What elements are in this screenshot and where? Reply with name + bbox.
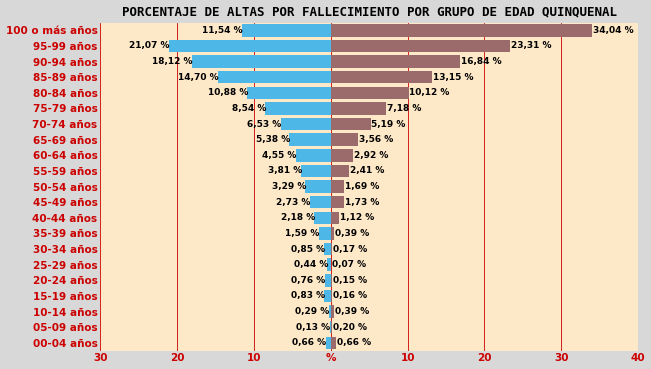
Text: 5,38 %: 5,38 %: [256, 135, 290, 144]
Bar: [281, 118, 331, 130]
Bar: [325, 274, 331, 287]
Bar: [331, 24, 592, 37]
Bar: [331, 134, 358, 146]
Text: 0,85 %: 0,85 %: [291, 245, 325, 254]
Text: 2,92 %: 2,92 %: [354, 151, 389, 160]
Bar: [247, 87, 331, 99]
Text: 0,17 %: 0,17 %: [333, 245, 367, 254]
Bar: [331, 306, 334, 318]
Bar: [318, 227, 331, 240]
Bar: [331, 211, 339, 224]
Text: 0,16 %: 0,16 %: [333, 292, 367, 300]
Bar: [331, 102, 386, 115]
Text: 2,73 %: 2,73 %: [276, 198, 311, 207]
Bar: [310, 196, 331, 208]
Text: 0,13 %: 0,13 %: [296, 323, 331, 332]
Bar: [324, 290, 331, 302]
Bar: [218, 71, 331, 83]
Bar: [329, 306, 331, 318]
Bar: [314, 211, 331, 224]
Bar: [331, 243, 332, 255]
Text: 18,12 %: 18,12 %: [152, 57, 192, 66]
Text: 13,15 %: 13,15 %: [432, 73, 473, 82]
Text: 0,20 %: 0,20 %: [333, 323, 367, 332]
Text: 0,44 %: 0,44 %: [294, 260, 328, 269]
Text: 6,53 %: 6,53 %: [247, 120, 281, 128]
Bar: [242, 24, 331, 37]
Bar: [290, 134, 331, 146]
Bar: [331, 274, 332, 287]
Text: 21,07 %: 21,07 %: [129, 41, 170, 51]
Text: 2,41 %: 2,41 %: [350, 166, 384, 175]
Text: 0,39 %: 0,39 %: [335, 307, 368, 316]
Text: 1,69 %: 1,69 %: [344, 182, 379, 191]
Text: 2,18 %: 2,18 %: [281, 213, 315, 223]
Bar: [331, 196, 344, 208]
Bar: [331, 149, 353, 162]
Bar: [330, 321, 331, 334]
Bar: [331, 321, 332, 334]
Text: 0,39 %: 0,39 %: [335, 229, 368, 238]
Bar: [331, 71, 432, 83]
Bar: [326, 337, 331, 349]
Bar: [331, 180, 344, 193]
Bar: [331, 337, 336, 349]
Bar: [331, 55, 460, 68]
Text: 0,07 %: 0,07 %: [332, 260, 366, 269]
Text: 11,54 %: 11,54 %: [202, 26, 243, 35]
Bar: [331, 227, 334, 240]
Bar: [296, 149, 331, 162]
Bar: [327, 258, 331, 271]
Bar: [331, 165, 350, 177]
Bar: [191, 55, 331, 68]
Text: 3,81 %: 3,81 %: [268, 166, 302, 175]
Text: 10,12 %: 10,12 %: [409, 88, 450, 97]
Bar: [265, 102, 331, 115]
Bar: [301, 165, 331, 177]
Text: 0,15 %: 0,15 %: [333, 276, 367, 285]
Bar: [331, 87, 409, 99]
Bar: [169, 40, 331, 52]
Bar: [331, 40, 510, 52]
Bar: [324, 243, 331, 255]
Text: 0,66 %: 0,66 %: [337, 338, 370, 347]
Text: 14,70 %: 14,70 %: [178, 73, 219, 82]
Text: 34,04 %: 34,04 %: [593, 26, 633, 35]
Bar: [331, 118, 370, 130]
Bar: [305, 180, 331, 193]
Text: 0,83 %: 0,83 %: [291, 292, 325, 300]
Title: PORCENTAJE DE ALTAS POR FALLECIMIENTO POR GRUPO DE EDAD QUINQUENAL: PORCENTAJE DE ALTAS POR FALLECIMIENTO PO…: [122, 6, 616, 18]
Text: 7,18 %: 7,18 %: [387, 104, 421, 113]
Text: 4,55 %: 4,55 %: [262, 151, 297, 160]
Text: 0,29 %: 0,29 %: [295, 307, 329, 316]
Text: 8,54 %: 8,54 %: [232, 104, 266, 113]
Text: 3,29 %: 3,29 %: [272, 182, 306, 191]
Text: 1,59 %: 1,59 %: [285, 229, 319, 238]
Bar: [331, 290, 332, 302]
Text: 16,84 %: 16,84 %: [461, 57, 501, 66]
Text: 5,19 %: 5,19 %: [372, 120, 406, 128]
Text: 23,31 %: 23,31 %: [510, 41, 551, 51]
Text: 1,12 %: 1,12 %: [340, 213, 374, 223]
Text: 0,76 %: 0,76 %: [292, 276, 326, 285]
Text: 0,66 %: 0,66 %: [292, 338, 326, 347]
Text: 3,56 %: 3,56 %: [359, 135, 393, 144]
Text: 1,73 %: 1,73 %: [345, 198, 379, 207]
Text: 10,88 %: 10,88 %: [208, 88, 248, 97]
